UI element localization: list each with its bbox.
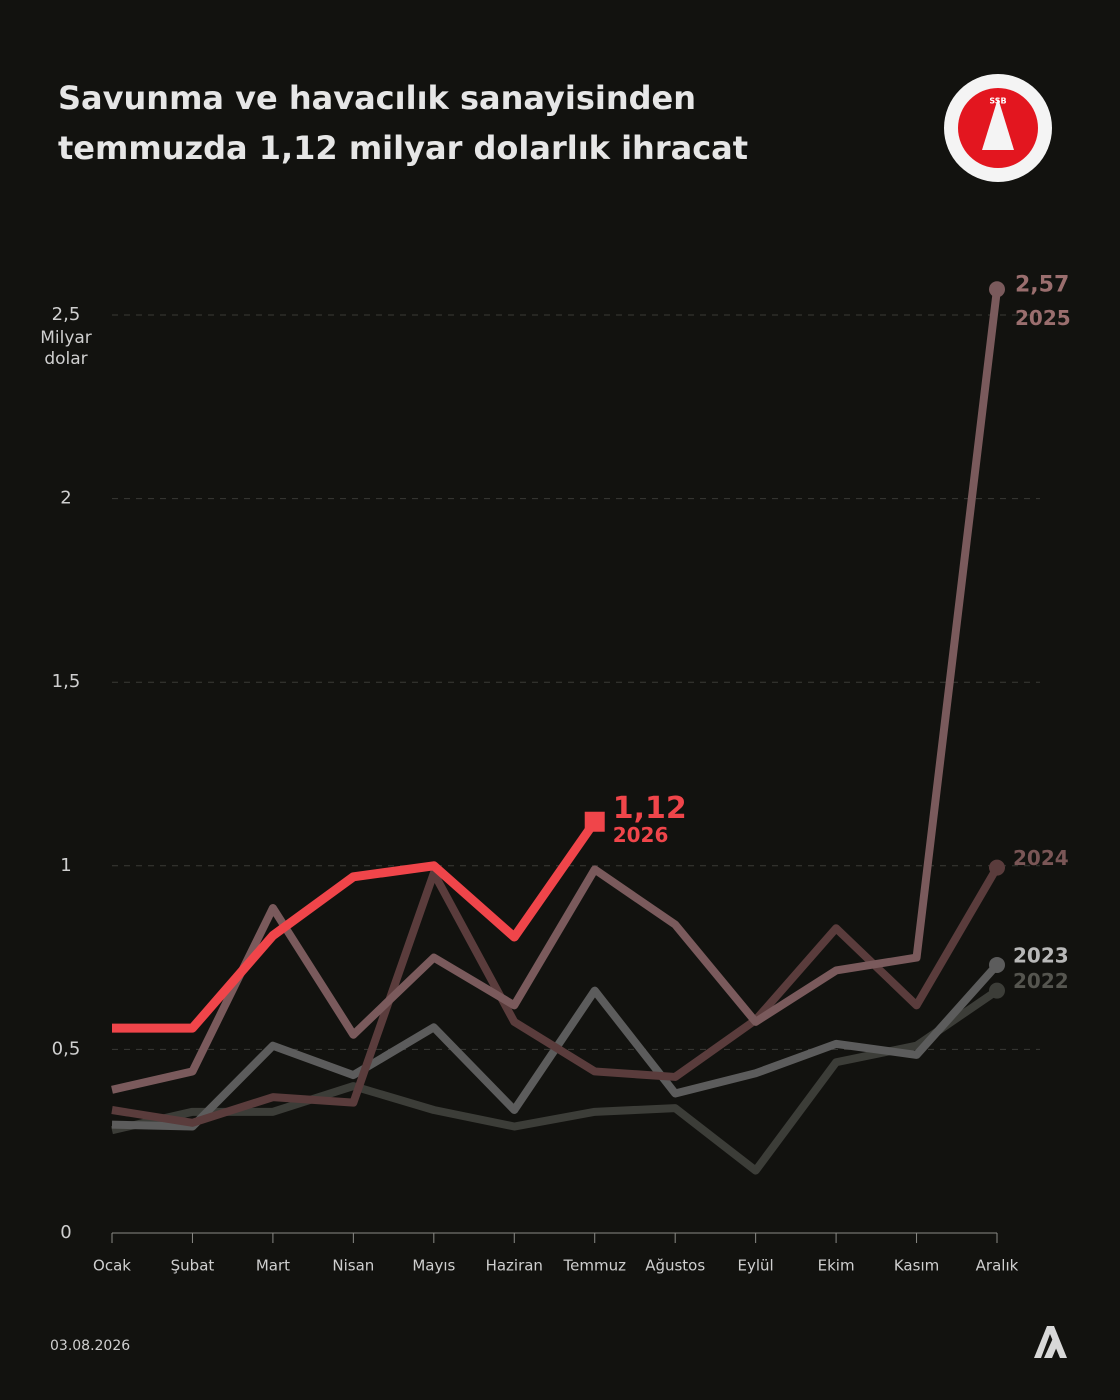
- end-marker: [584, 811, 605, 832]
- x-tick-label: Şubat: [171, 1257, 215, 1275]
- series-line: [112, 819, 599, 1033]
- end-marker: [989, 281, 1005, 298]
- end-marker: [989, 859, 1005, 876]
- series-label: 2026: [613, 823, 669, 847]
- y-tick-label: 1: [60, 855, 71, 876]
- x-tick-label: Ekim: [818, 1257, 855, 1275]
- logo-emblem: [982, 98, 1014, 150]
- x-tick-label: Nisan: [332, 1257, 374, 1275]
- x-tick-label: Haziran: [486, 1257, 543, 1275]
- series-label: 2023: [1013, 943, 1069, 967]
- x-tick-label: Eylül: [738, 1257, 774, 1275]
- y-tick-label: 1,5: [52, 671, 81, 692]
- x-tick-label: Temmuz: [563, 1257, 627, 1275]
- y-tick-label: 0: [60, 1222, 71, 1243]
- aa-logo-shape: [1044, 1336, 1058, 1358]
- x-tick-label: Ocak: [93, 1257, 131, 1275]
- y-tick-label: 2,5: [52, 304, 81, 325]
- series-line: [111, 288, 1001, 1094]
- aa-logo-shape: [1034, 1326, 1067, 1358]
- end-marker: [989, 956, 1005, 973]
- value-label: 2,57: [1015, 272, 1069, 297]
- x-tick-label: Kasım: [894, 1257, 939, 1275]
- series-line: [111, 987, 1000, 1175]
- chart-title: Savunma ve havacılık sanayisinden: [58, 79, 696, 117]
- y-axis-label: Milyar: [40, 328, 92, 348]
- series-label: 2025: [1015, 306, 1071, 330]
- end-marker: [989, 982, 1005, 999]
- x-tick-label: Aralık: [976, 1257, 1019, 1275]
- logo: SSB: [944, 74, 1052, 182]
- chart-title: temmuzda 1,12 milyar dolarlık ihracat: [58, 129, 748, 167]
- logo-text: SSB: [989, 97, 1006, 106]
- x-tick-label: Mayıs: [412, 1257, 455, 1275]
- x-tick-label: Mart: [256, 1257, 290, 1275]
- y-tick-label: 0,5: [52, 1038, 81, 1059]
- series-label: 2022: [1013, 969, 1069, 993]
- aa-logo: [1034, 1326, 1067, 1358]
- series-line: [111, 865, 1001, 1127]
- series-label: 2024: [1013, 846, 1069, 870]
- y-axis-label: dolar: [44, 349, 87, 369]
- date: 03.08.2026: [50, 1338, 130, 1354]
- value-label: 1,12: [613, 791, 687, 826]
- x-tick-label: Ağustos: [645, 1257, 705, 1275]
- y-tick-label: 2: [60, 488, 71, 509]
